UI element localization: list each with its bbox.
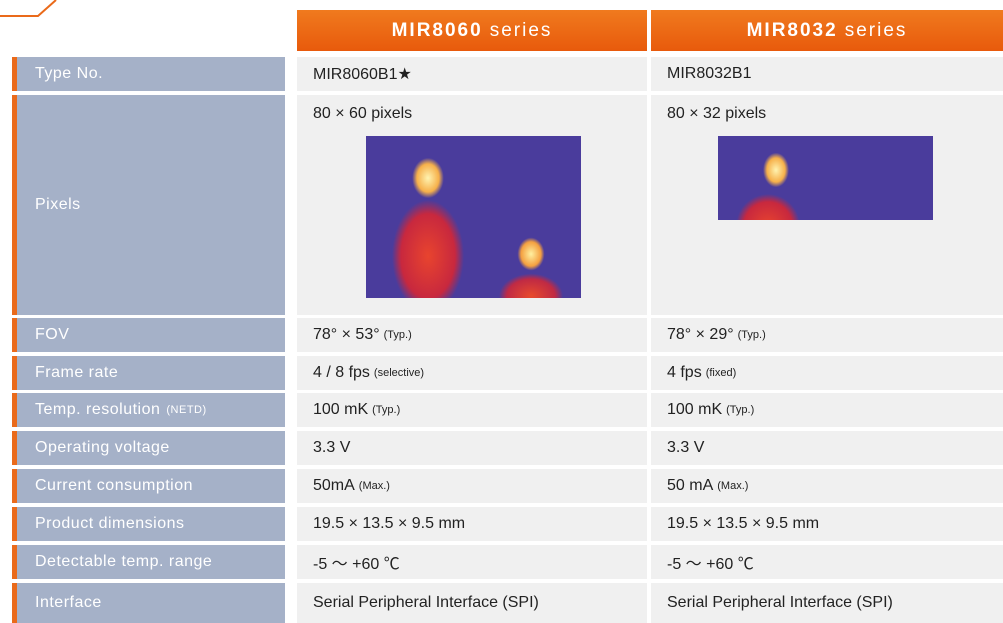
cell: MIR8032B1 [651, 57, 1003, 91]
row-label: Product dimensions [17, 507, 285, 541]
cell: 3.3 V [651, 431, 1003, 465]
cell: Serial Peripheral Interface (SPI) [651, 583, 1003, 623]
cell-note: (Max.) [717, 480, 748, 492]
cell-text: MIR8060B1★ [313, 64, 412, 84]
row-label: Operating voltage [17, 431, 285, 465]
cell-text: 3.3 V [313, 439, 350, 457]
cell-note: (Typ.) [372, 404, 400, 416]
cell: 78° × 29° (Typ.) [651, 318, 1003, 352]
cell-text: 19.5 × 13.5 × 9.5 mm [667, 515, 819, 533]
cell-text: 50mA [313, 477, 355, 495]
cell-text: 3.3 V [667, 439, 704, 457]
row-label: Current consumption [17, 469, 285, 503]
model: MIR8060 [392, 20, 483, 42]
cell: MIR8060B1★ [297, 57, 647, 91]
suffix: series [845, 20, 908, 42]
corner-bracket [0, 0, 60, 18]
cell-text: 78° × 53° [313, 326, 380, 344]
cell: -5 ～ +60 ℃ [651, 545, 1003, 579]
label-text: FOV [35, 326, 69, 344]
cell-text: 100 mK [313, 401, 368, 419]
label-text: Frame rate [35, 364, 118, 382]
cell-text: 80 × 32 pixels [667, 105, 766, 123]
label-text: Interface [35, 594, 102, 612]
label-text: Detectable temp. range [35, 553, 212, 571]
label-note: (NETD) [166, 404, 206, 416]
cell-text: 100 mK [667, 401, 722, 419]
cell: 19.5 × 13.5 × 9.5 mm [651, 507, 1003, 541]
row-label: Interface [17, 583, 285, 623]
label-text: Product dimensions [35, 515, 185, 533]
model: MIR8032 [747, 20, 838, 42]
cell-note: (selective) [374, 367, 424, 379]
label-text: Operating voltage [35, 439, 170, 457]
cell-note: (Typ.) [726, 404, 754, 416]
cell: 100 mK (Typ.) [297, 393, 647, 427]
cell-text: 80 × 60 pixels [313, 105, 412, 123]
column-header: MIR8032 series [651, 10, 1003, 51]
page: MIR8060 series MIR8032 series Type No. MIR8… [0, 0, 1003, 623]
cell: Serial Peripheral Interface (SPI) [297, 583, 647, 623]
cell: 50mA (Max.) [297, 469, 647, 503]
cell-text: -5 ～ +60 ℃ [313, 550, 400, 574]
row-label: Type No. [17, 57, 285, 91]
cell-text: 50 mA [667, 477, 713, 495]
cell-text: 78° × 29° [667, 326, 734, 344]
cell-text: 4 / 8 fps [313, 364, 370, 382]
cell-text: 4 fps [667, 364, 702, 382]
cell-note: (fixed) [706, 367, 737, 379]
thermal-image [366, 136, 581, 298]
row-label: FOV [17, 318, 285, 352]
label-text: Pixels [35, 196, 81, 214]
cell: 50 mA (Max.) [651, 469, 1003, 503]
thermal-image [718, 136, 933, 220]
cell-text: Serial Peripheral Interface (SPI) [313, 594, 539, 612]
cell-text: Serial Peripheral Interface (SPI) [667, 594, 893, 612]
row-label: Detectable temp. range [17, 545, 285, 579]
cell-note: (Typ.) [738, 329, 766, 341]
cell: 78° × 53° (Typ.) [297, 318, 647, 352]
cell-note: (Typ.) [384, 329, 412, 341]
cell: 4 fps (fixed) [651, 356, 1003, 390]
cell-text: MIR8032B1 [667, 65, 752, 83]
label-text: Type No. [35, 65, 103, 83]
cell-note: (Max.) [359, 480, 390, 492]
suffix: series [490, 20, 553, 42]
label-text: Temp. resolution [35, 401, 160, 419]
cell: 3.3 V [297, 431, 647, 465]
label-text: Current consumption [35, 477, 193, 495]
column-header: MIR8060 series [297, 10, 647, 51]
cell: 4 / 8 fps (selective) [297, 356, 647, 390]
cell: 100 mK (Typ.) [651, 393, 1003, 427]
cell: 19.5 × 13.5 × 9.5 mm [297, 507, 647, 541]
row-label: Frame rate [17, 356, 285, 390]
cell-text: 19.5 × 13.5 × 9.5 mm [313, 515, 465, 533]
row-label: Temp. resolution (NETD) [17, 393, 285, 427]
cell-text: -5 ～ +60 ℃ [667, 550, 754, 574]
row-label: Pixels [17, 95, 285, 315]
cell: -5 ～ +60 ℃ [297, 545, 647, 579]
